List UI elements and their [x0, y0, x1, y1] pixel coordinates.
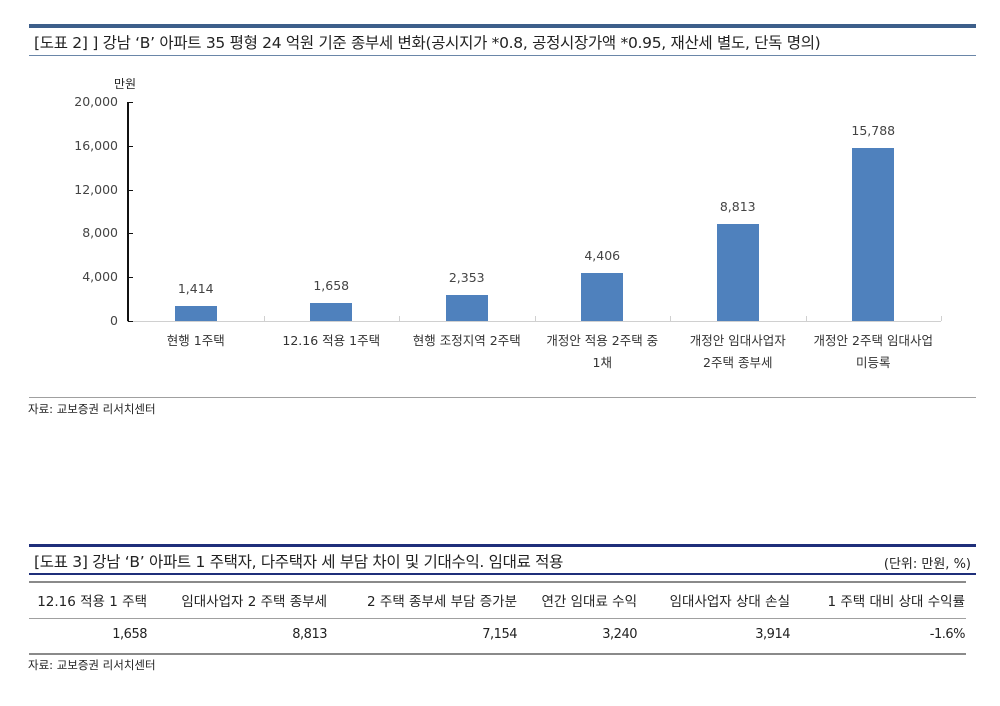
table3-header-cell: 2 주택 종부세 부담 증가분 — [367, 594, 517, 610]
bar-value-label: 1,658 — [313, 277, 350, 293]
bar-value-label: 15,788 — [851, 123, 896, 139]
bar — [310, 302, 353, 321]
x-category-separator — [399, 316, 400, 321]
y-tick-label: 0 — [110, 313, 118, 328]
table3-header-cell: 임대사업자 2 주택 종부세 — [181, 594, 327, 610]
x-category-separator — [670, 316, 671, 321]
x-category-separator — [263, 316, 265, 321]
bar-chart: 만원 0 4,000 8,000 12,000 16,000 20,000 1,414 현행… — [0, 60, 1000, 390]
table3-header-cell: 임대사업자 상대 손실 — [669, 594, 790, 610]
y-tick-mark — [128, 321, 133, 322]
y-axis-line — [127, 102, 129, 322]
table3-title-bottom-rule — [29, 573, 976, 575]
bar-value-label: 1,414 — [177, 280, 214, 296]
y-tick-label: 4,000 — [82, 269, 118, 285]
table-row: 1,658 8,813 7,154 3,240 3,914 -1.6% — [0, 627, 1000, 649]
x-category-label: 현행 조정지역 2주택 — [412, 333, 521, 348]
y-tick-mark — [128, 233, 133, 234]
figure2-title-top-rule — [29, 24, 976, 28]
y-tick-label: 20,000 — [74, 94, 118, 109]
table3-bottom-rule — [29, 653, 966, 655]
x-category-separator — [805, 316, 807, 321]
table3-unit: (단위: 만원, %) — [883, 557, 971, 572]
table3-header-bottom-rule — [29, 618, 966, 619]
table3-cell: 8,813 — [292, 627, 327, 642]
table3-cell: -1.6% — [929, 627, 966, 642]
table3-header-cell: 1 주택 대비 상대 수익률 — [827, 594, 965, 610]
bar-value-label: 8,813 — [719, 199, 756, 215]
bar — [581, 272, 624, 321]
bar — [852, 148, 895, 321]
bar — [445, 295, 488, 321]
x-category-label: 개정안 적용 2주택 중 1채 — [546, 333, 659, 370]
table3-header-cell: 연간 임대료 수익 — [541, 594, 637, 610]
y-tick-mark — [128, 277, 133, 278]
figure2-title: [도표 2] ] 강남 ‘B’ 아파트 35 평형 24 억원 기준 종부세 변… — [34, 34, 821, 52]
table3-source: 자료: 교보증권 리서치센터 — [28, 658, 156, 672]
figure2-bottom-rule — [29, 397, 976, 398]
y-tick-mark — [128, 146, 133, 147]
bar — [174, 305, 217, 321]
y-tick-label: 16,000 — [74, 137, 118, 153]
table3-header-cell: 12.16 적용 1 주택 — [37, 594, 147, 610]
table3-title: [도표 3] 강남 ‘B’ 아파트 1 주택자, 다주택자 세 부담 차이 및 … — [34, 553, 564, 571]
x-category-label: 개정안 임대사업자 2주택 종부세 — [689, 333, 786, 370]
bar-value-label: 4,406 — [584, 247, 621, 263]
table3-cell: 1,658 — [112, 627, 147, 642]
table3-cell: 7,154 — [482, 627, 517, 642]
table3-header-row: 12.16 적용 1 주택 임대사업자 2 주택 종부세 2 주택 종부세 부담… — [0, 590, 1000, 614]
y-tick-label: 12,000 — [74, 181, 118, 197]
y-axis-unit-label: 만원 — [114, 77, 137, 91]
figure2-title-bottom-rule — [29, 55, 976, 56]
bar-value-label: 2,353 — [448, 270, 485, 286]
y-tick-label: 8,000 — [82, 225, 118, 241]
table3-header-top-rule — [29, 581, 966, 583]
x-category-separator — [534, 316, 536, 321]
bar — [716, 224, 759, 321]
y-tick-mark — [128, 102, 133, 103]
table3-title-top-rule — [29, 544, 976, 547]
x-category-separator — [941, 316, 942, 321]
figure2-source: 자료: 교보증권 리서치센터 — [28, 402, 156, 416]
x-axis-line — [127, 321, 941, 322]
x-category-label: 개정안 2주택 임대사업 미등록 — [813, 333, 933, 370]
table3-cell: 3,914 — [755, 627, 790, 642]
table3-cell: 3,240 — [602, 627, 637, 642]
y-tick-mark — [128, 190, 133, 191]
x-category-label: 현행 1주택 — [166, 333, 225, 348]
x-category-label: 12.16 적용 1주택 — [282, 333, 381, 348]
